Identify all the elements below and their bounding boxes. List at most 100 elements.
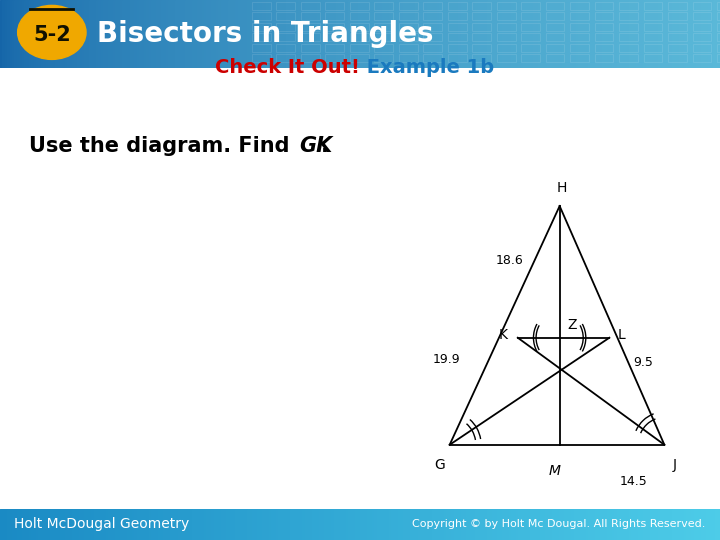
Bar xyxy=(410,509,413,540)
Bar xyxy=(665,509,668,540)
Bar xyxy=(360,0,363,68)
Bar xyxy=(423,54,442,62)
Bar xyxy=(715,0,719,68)
Bar xyxy=(233,509,236,540)
Bar xyxy=(261,0,265,68)
Bar xyxy=(156,509,159,540)
Bar xyxy=(668,54,687,62)
Bar xyxy=(574,509,577,540)
Bar xyxy=(266,0,269,68)
Bar xyxy=(43,509,46,540)
Bar xyxy=(437,509,440,540)
Bar xyxy=(511,0,514,68)
Bar xyxy=(513,0,517,68)
Text: GK: GK xyxy=(299,136,332,156)
Text: H: H xyxy=(557,181,567,195)
Bar xyxy=(125,0,128,68)
Bar xyxy=(689,509,692,540)
Bar xyxy=(672,509,675,540)
Bar xyxy=(399,33,418,41)
Bar xyxy=(238,509,240,540)
Bar xyxy=(619,33,638,41)
Bar xyxy=(384,0,387,68)
Bar xyxy=(173,0,176,68)
Bar xyxy=(389,509,392,540)
Bar xyxy=(336,509,339,540)
Bar xyxy=(480,509,483,540)
Bar xyxy=(468,509,471,540)
Bar xyxy=(166,0,168,68)
Bar xyxy=(662,509,665,540)
Bar xyxy=(711,509,714,540)
Bar xyxy=(84,509,87,540)
Bar xyxy=(369,509,373,540)
Text: Z: Z xyxy=(567,318,577,332)
Bar xyxy=(168,509,171,540)
Bar xyxy=(300,0,303,68)
Bar xyxy=(549,509,553,540)
Bar xyxy=(588,0,591,68)
Bar xyxy=(398,509,402,540)
Bar xyxy=(34,0,37,68)
Bar xyxy=(223,509,226,540)
Bar xyxy=(115,509,118,540)
Bar xyxy=(444,509,447,540)
Bar xyxy=(717,2,720,10)
Bar xyxy=(569,0,572,68)
Bar xyxy=(619,0,622,68)
Bar xyxy=(269,0,272,68)
Bar xyxy=(218,0,222,68)
Bar xyxy=(382,509,384,540)
Bar xyxy=(84,0,87,68)
Bar xyxy=(63,509,66,540)
Bar xyxy=(89,509,92,540)
Bar xyxy=(379,509,382,540)
Bar xyxy=(538,0,541,68)
Bar xyxy=(279,0,282,68)
Bar xyxy=(636,509,639,540)
Bar xyxy=(307,0,310,68)
Bar xyxy=(546,2,564,10)
Bar xyxy=(182,0,186,68)
Bar xyxy=(197,509,200,540)
Bar xyxy=(5,0,8,68)
Bar xyxy=(644,44,662,52)
Text: Copyright © by Holt Mc Dougal. All Rights Reserved.: Copyright © by Holt Mc Dougal. All Right… xyxy=(413,519,706,529)
Bar xyxy=(34,509,37,540)
Bar xyxy=(149,509,152,540)
Bar xyxy=(151,509,154,540)
Bar xyxy=(333,0,337,68)
Bar xyxy=(495,0,498,68)
Bar xyxy=(137,0,140,68)
Bar xyxy=(288,0,291,68)
Bar xyxy=(405,509,409,540)
Bar xyxy=(607,509,611,540)
Bar xyxy=(110,509,114,540)
Bar xyxy=(252,0,255,68)
Bar xyxy=(53,509,56,540)
Bar xyxy=(706,0,708,68)
Bar xyxy=(595,2,613,10)
Bar xyxy=(506,509,510,540)
Bar xyxy=(58,0,60,68)
Bar xyxy=(125,509,128,540)
Bar xyxy=(526,0,528,68)
Bar xyxy=(559,509,562,540)
Bar xyxy=(427,509,431,540)
Bar xyxy=(99,0,102,68)
Bar xyxy=(60,0,63,68)
Bar xyxy=(396,509,399,540)
Bar xyxy=(446,0,449,68)
Bar xyxy=(682,0,685,68)
Bar xyxy=(333,509,337,540)
Bar xyxy=(74,509,78,540)
Bar xyxy=(472,33,491,41)
Bar xyxy=(307,509,310,540)
Bar xyxy=(89,0,92,68)
Bar xyxy=(216,509,219,540)
Bar xyxy=(448,54,467,62)
Bar xyxy=(252,54,271,62)
Bar xyxy=(605,509,608,540)
Bar xyxy=(135,0,138,68)
Bar xyxy=(581,0,584,68)
